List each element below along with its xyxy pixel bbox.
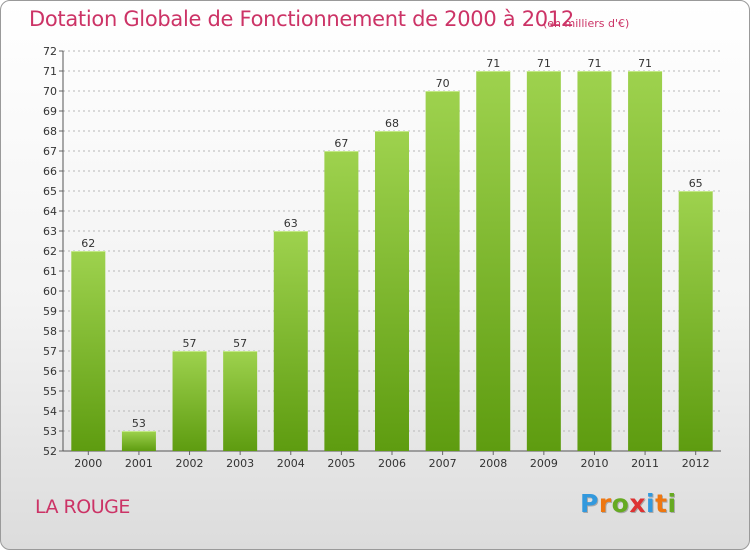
x-tick-label: 2001 (125, 457, 153, 470)
y-tick-label: 71 (43, 65, 57, 78)
bar (71, 251, 106, 451)
y-tick-label: 61 (43, 265, 57, 278)
x-tick-label: 2010 (580, 457, 608, 470)
logo-letter: o (611, 489, 630, 518)
bar-value-label: 62 (81, 237, 95, 250)
bar (678, 191, 713, 451)
y-tick-labels: 52 53 54 55 56 57 58 59 60 61 62 63 64 65 66 67 68 69 70 71… (43, 45, 57, 458)
y-tick-label: 65 (43, 185, 57, 198)
y-tick-label: 66 (43, 165, 57, 178)
y-tick-label: 55 (43, 385, 57, 398)
x-tick-label: 2000 (74, 457, 102, 470)
logo-letter: P (580, 489, 599, 518)
y-tick-label: 68 (43, 125, 57, 138)
logo-letter: x (629, 489, 646, 518)
y-tick-label: 58 (43, 325, 57, 338)
x-tick-label: 2006 (378, 457, 406, 470)
x-tick-label: 2009 (530, 457, 558, 470)
x-tick-label: 2005 (327, 457, 355, 470)
commune-name: LA ROUGE (35, 496, 130, 518)
x-tick-label: 2003 (226, 457, 254, 470)
bar (577, 71, 612, 451)
logo-letter: i (667, 489, 677, 518)
x-tick-label: 2012 (682, 457, 710, 470)
chart-unit: (en milliers d'€) (543, 17, 630, 30)
bar-value-label: 63 (284, 217, 298, 230)
bar-value-label: 65 (689, 177, 703, 190)
chart-title: Dotation Globale de Fonctionnement de 20… (29, 7, 574, 31)
x-tick-labels: 2000 2001 2002 2003 2004 2005 2006 2007 2008 2009… (74, 457, 709, 470)
y-tick-label: 64 (43, 205, 57, 218)
y-tick-label: 70 (43, 85, 57, 98)
bar-value-label: 71 (486, 57, 500, 70)
bar (526, 71, 561, 451)
y-tick-label: 59 (43, 305, 57, 318)
y-tick-label: 60 (43, 285, 57, 298)
bar (324, 151, 359, 451)
bar (628, 71, 663, 451)
y-tick-label: 52 (43, 445, 57, 458)
y-tick-label: 69 (43, 105, 57, 118)
bars (71, 71, 713, 451)
bar-value-label: 67 (334, 137, 348, 150)
x-tick-label: 2011 (631, 457, 659, 470)
y-tick-label: 54 (43, 405, 57, 418)
x-tick-label: 2007 (429, 457, 457, 470)
bar-value-label: 70 (436, 77, 450, 90)
logo-letter: r (598, 489, 612, 518)
y-tick-label: 63 (43, 225, 57, 238)
y-tick-label: 72 (43, 45, 57, 58)
bar (476, 71, 511, 451)
y-tick-label: 56 (43, 365, 57, 378)
bar-value-label: 71 (537, 57, 551, 70)
logo-letter: t (655, 489, 668, 518)
bar-value-label: 71 (638, 57, 652, 70)
bar (375, 131, 409, 451)
bar-value-label: 57 (233, 337, 247, 350)
x-tick-label: 2002 (176, 457, 204, 470)
y-tick-label: 62 (43, 245, 57, 258)
y-tick-label: 53 (43, 425, 57, 438)
bar (425, 91, 460, 451)
y-tick-label: 67 (43, 145, 57, 158)
bar-value-label: 57 (183, 337, 197, 350)
x-tick-label: 2008 (479, 457, 507, 470)
proxiti-logo[interactable]: Proxiti (580, 489, 677, 518)
bar (121, 431, 156, 451)
logo-letter: i (646, 489, 656, 518)
y-tick-label: 57 (43, 345, 57, 358)
bar-value-label: 53 (132, 417, 146, 430)
data-labels: 62 53 57 57 63 67 68 70 71 71 71 71 65 (81, 57, 702, 430)
bar-value-label: 71 (587, 57, 601, 70)
bar-value-label: 68 (385, 117, 399, 130)
bar (172, 351, 207, 451)
bar (223, 351, 258, 451)
x-tick-label: 2004 (277, 457, 305, 470)
bar (273, 231, 308, 451)
